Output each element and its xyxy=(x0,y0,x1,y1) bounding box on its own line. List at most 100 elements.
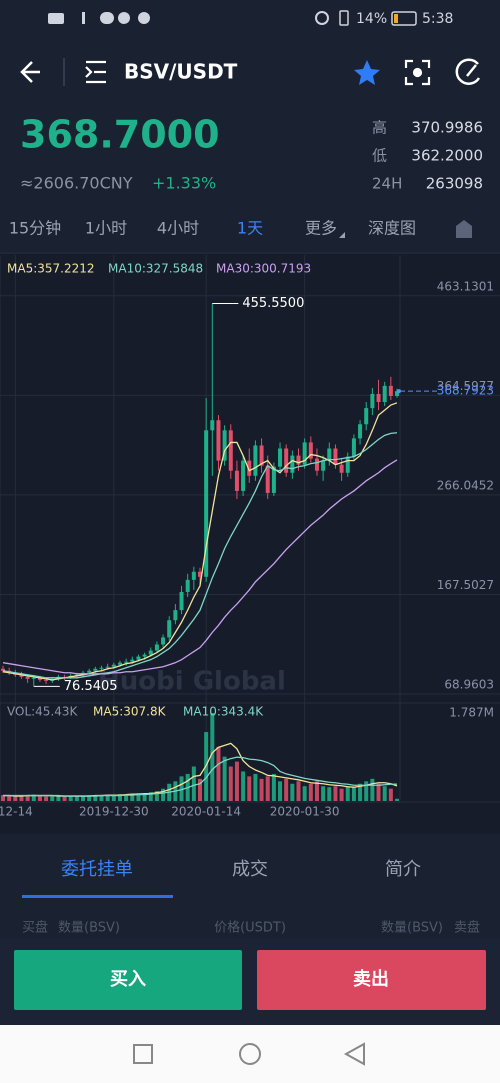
home-button[interactable] xyxy=(239,1043,261,1065)
candle-body xyxy=(333,448,338,465)
candle-body xyxy=(25,676,30,679)
candle-body xyxy=(117,662,122,665)
interval-tab[interactable]: 深度图 xyxy=(368,219,416,238)
candle-body xyxy=(376,393,381,403)
volume-ma-line xyxy=(3,756,398,797)
volume-bar xyxy=(136,793,141,801)
more-caret xyxy=(339,232,345,238)
candle-body xyxy=(271,466,276,493)
volume-bar xyxy=(364,781,369,801)
candle-body xyxy=(302,442,307,465)
stat-label: 24H xyxy=(372,175,402,193)
volume-bar xyxy=(253,773,258,801)
scan-button[interactable] xyxy=(404,59,431,86)
bottom-tab[interactable]: 简介 xyxy=(385,859,421,880)
volume-bar xyxy=(333,786,338,801)
candle-body xyxy=(216,420,221,461)
volume-bar xyxy=(37,796,42,801)
volume-bar xyxy=(247,776,252,801)
candle-body xyxy=(185,579,190,592)
volume-bar xyxy=(278,781,283,801)
volume-bar xyxy=(7,796,12,801)
tab-background xyxy=(0,838,500,938)
volume-bar xyxy=(395,798,399,801)
candle-body xyxy=(339,464,344,473)
refresh-button[interactable] xyxy=(455,58,481,85)
battery-level xyxy=(394,14,398,23)
sell-label[interactable]: 卖出 xyxy=(353,968,389,990)
x-tick-label: 2019-12-30 xyxy=(79,805,149,819)
bottom-tab[interactable]: 成交 xyxy=(232,859,268,880)
buy-button[interactable] xyxy=(14,950,242,1010)
favorite-button[interactable] xyxy=(354,60,380,85)
interval-tab[interactable]: 15分钟 xyxy=(9,219,61,238)
stat-value: 362.2000 xyxy=(411,147,483,165)
last-price-label: 368.7923 xyxy=(437,384,494,398)
volume-bar xyxy=(358,783,363,801)
y-tick-label: 68.9603 xyxy=(444,678,494,692)
volume-bar xyxy=(284,778,289,801)
status-bar: 14% 5:38 xyxy=(48,10,453,27)
app-icon xyxy=(118,12,130,24)
nav-bar xyxy=(0,1025,500,1083)
candle-body xyxy=(1,668,5,671)
candle-body xyxy=(154,644,159,651)
volume-bar xyxy=(339,788,344,801)
volume-legend: VOL:45.43K xyxy=(7,705,79,719)
candle-body xyxy=(382,385,387,403)
bottom-tab[interactable]: 委托挂单 xyxy=(61,859,133,880)
candle-body xyxy=(234,470,239,491)
volume-bar xyxy=(321,786,326,801)
volume-bar xyxy=(62,796,67,801)
volume-bar xyxy=(198,778,202,801)
volume-bar xyxy=(370,778,375,801)
back-button[interactable] xyxy=(20,61,40,83)
menu-button[interactable] xyxy=(85,60,106,84)
volume-bar xyxy=(56,796,61,801)
candle-body xyxy=(358,424,363,439)
candle-body xyxy=(364,408,369,425)
buy-label[interactable]: 买入 xyxy=(110,969,146,990)
ma-legend: MA30:300.7193 xyxy=(216,262,311,276)
volume-bar xyxy=(81,796,86,801)
volume-bar xyxy=(87,795,92,801)
y-tick-label: 463.1301 xyxy=(437,279,494,293)
candle-body xyxy=(31,677,36,679)
candle-body xyxy=(198,571,202,577)
volume-bar xyxy=(222,756,227,801)
volume-bar xyxy=(241,771,246,801)
interval-tab[interactable]: 1小时 xyxy=(85,219,127,238)
volume-bar xyxy=(314,781,319,801)
interval-tab[interactable]: 4小时 xyxy=(157,219,199,238)
change-percent: +1.33% xyxy=(152,174,216,193)
sell-button[interactable] xyxy=(257,950,486,1010)
volume-bar xyxy=(388,788,393,801)
interval-tab[interactable]: 1天 xyxy=(237,219,263,238)
candle-body xyxy=(44,679,49,681)
ma-line xyxy=(2,459,398,675)
recents-button[interactable] xyxy=(133,1044,153,1064)
candle-body xyxy=(284,448,289,473)
candle-body xyxy=(321,460,326,471)
candle-body xyxy=(370,393,375,409)
stat-label: 低 xyxy=(372,147,387,165)
candle-body xyxy=(259,445,264,466)
interval-tab[interactable]: 更多 xyxy=(305,219,337,238)
y-tick-label: 364.5977 xyxy=(437,379,494,393)
last-price-dot xyxy=(397,389,401,394)
candle-body xyxy=(290,455,295,473)
candle-body xyxy=(228,430,233,471)
settings-icon[interactable] xyxy=(456,220,472,238)
volume-bar xyxy=(265,776,270,801)
order-book-column: 数量(BSV) xyxy=(58,921,120,936)
volume-bar xyxy=(179,776,184,801)
candle-body xyxy=(345,456,350,473)
bottom-tabs: 委托挂单 成交 简介 xyxy=(61,859,421,880)
candle-body xyxy=(210,420,215,431)
volume-bar xyxy=(19,796,24,801)
volume-bar xyxy=(259,778,264,801)
back-nav-button[interactable] xyxy=(343,1042,365,1066)
chart: 68.9603 167.5027 266.0452 364.5977 463.1301 1… xyxy=(0,255,500,819)
